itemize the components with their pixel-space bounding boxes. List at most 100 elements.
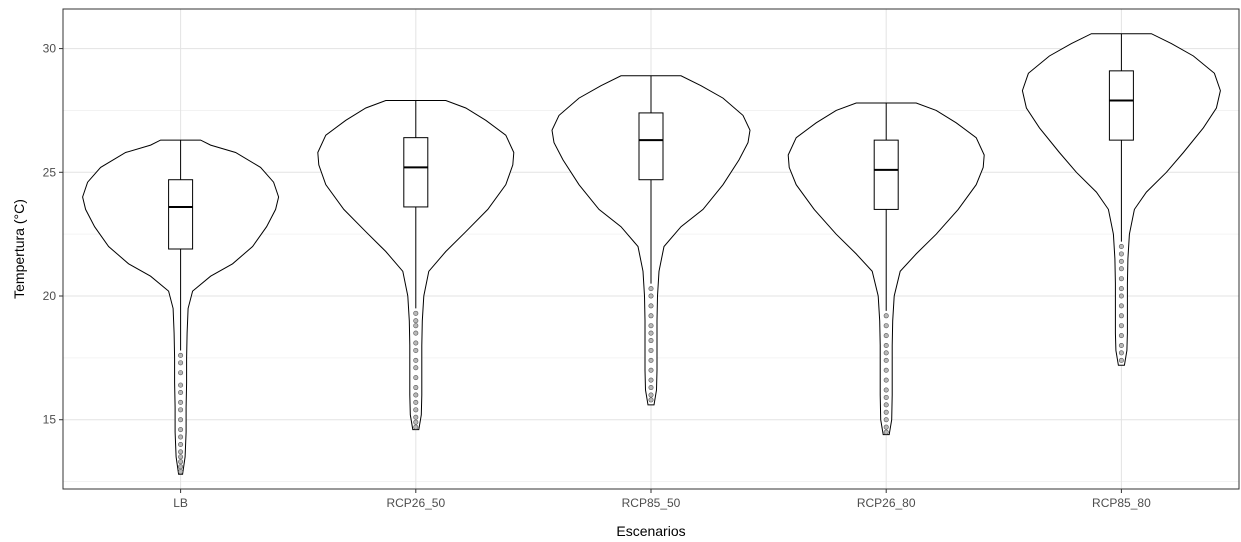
- y-axis: 15 20 25 30: [43, 42, 63, 427]
- outlier-point: [178, 417, 184, 423]
- outlier-point: [178, 352, 184, 358]
- outlier-point: [1118, 266, 1124, 272]
- outlier-point: [648, 330, 654, 336]
- outlier-point: [178, 449, 184, 455]
- outlier-point: [883, 402, 889, 408]
- outlier-point: [413, 375, 419, 381]
- outlier-point: [1118, 333, 1124, 339]
- outlier-point: [1118, 357, 1124, 363]
- outlier-point: [413, 365, 419, 371]
- outlier-point: [648, 338, 654, 344]
- x-axis: LB RCP26_50 RCP85_50 RCP26_80 RCP85_80: [173, 489, 1151, 510]
- outlier-point: [883, 409, 889, 415]
- x-tick-label: RCP85_80: [1092, 496, 1151, 510]
- outlier-point: [648, 303, 654, 309]
- x-tick-label: RCP85_50: [622, 496, 681, 510]
- outlier-point: [413, 399, 419, 405]
- outlier-point: [413, 310, 419, 316]
- outlier-point: [1118, 313, 1124, 319]
- y-tick-label: 25: [43, 165, 57, 179]
- outlier-point: [883, 377, 889, 383]
- outlier-point: [1118, 258, 1124, 264]
- outlier-point: [178, 464, 184, 470]
- outlier-point: [883, 313, 889, 319]
- outlier-point: [413, 340, 419, 346]
- outlier-point: [178, 360, 184, 366]
- outlier-point: [413, 323, 419, 329]
- outlier-point: [1118, 276, 1124, 282]
- outlier-point: [648, 357, 654, 363]
- outlier-point: [178, 427, 184, 433]
- x-tick-label: RCP26_80: [857, 496, 916, 510]
- outlier-point: [883, 394, 889, 400]
- violin-group-rcp26_50: [317, 100, 515, 431]
- violin-group-rcp85_80: [1021, 33, 1221, 366]
- outlier-point: [178, 469, 184, 475]
- outlier-point: [413, 347, 419, 353]
- outlier-point: [648, 385, 654, 391]
- violin-group-lb: [82, 139, 280, 475]
- box-iqr: [403, 137, 429, 208]
- y-tick-label: 15: [43, 413, 57, 427]
- outlier-point: [648, 293, 654, 299]
- outlier-point: [883, 342, 889, 348]
- outlier-point: [1118, 303, 1124, 309]
- box-iqr: [638, 112, 664, 181]
- outlier-point: [413, 419, 419, 425]
- outlier-point: [648, 397, 654, 403]
- outlier-point: [413, 414, 419, 420]
- x-tick-label: RCP26_50: [386, 496, 445, 510]
- outlier-point: [883, 350, 889, 356]
- outlier-point: [648, 313, 654, 319]
- outlier-point: [883, 387, 889, 393]
- outlier-point: [648, 392, 654, 398]
- outlier-point: [178, 390, 184, 396]
- outlier-point: [178, 434, 184, 440]
- outlier-point: [413, 357, 419, 363]
- y-axis-title: Tempertura (°C): [11, 199, 27, 299]
- outlier-point: [1118, 323, 1124, 329]
- outlier-point: [648, 323, 654, 329]
- outlier-point: [1118, 251, 1124, 257]
- outlier-point: [1118, 293, 1124, 299]
- outlier-point: [178, 441, 184, 447]
- outlier-point: [883, 424, 889, 430]
- outlier-point: [413, 392, 419, 398]
- box-iqr: [168, 179, 194, 250]
- box-iqr: [1108, 70, 1134, 141]
- outlier-point: [178, 370, 184, 376]
- box-iqr: [873, 139, 899, 210]
- outlier-point: [648, 377, 654, 383]
- outlier-point: [1118, 286, 1124, 292]
- outlier-point: [178, 399, 184, 405]
- outlier-point: [178, 459, 184, 465]
- outlier-point: [883, 417, 889, 423]
- outlier-point: [413, 424, 419, 430]
- outlier-point: [648, 286, 654, 292]
- outlier-point: [178, 382, 184, 388]
- outlier-point: [648, 347, 654, 353]
- x-tick-label: LB: [173, 496, 188, 510]
- outlier-point: [883, 429, 889, 435]
- y-tick-label: 30: [43, 42, 57, 56]
- violin-group-rcp85_50: [551, 75, 751, 406]
- outlier-point: [883, 323, 889, 329]
- outlier-point: [648, 367, 654, 373]
- outlier-point: [178, 454, 184, 460]
- outlier-point: [1118, 342, 1124, 348]
- violins: [82, 33, 1221, 475]
- outlier-point: [883, 357, 889, 363]
- outlier-point: [413, 330, 419, 336]
- outlier-point: [1118, 244, 1124, 250]
- outlier-point: [413, 318, 419, 324]
- x-axis-title: Escenarios: [616, 523, 685, 539]
- outlier-point: [413, 385, 419, 391]
- violin-group-rcp26_80: [787, 102, 985, 436]
- outlier-point: [413, 407, 419, 413]
- outlier-point: [883, 367, 889, 373]
- outlier-point: [178, 407, 184, 413]
- y-tick-label: 20: [43, 289, 57, 303]
- outlier-point: [1118, 350, 1124, 356]
- outlier-point: [883, 333, 889, 339]
